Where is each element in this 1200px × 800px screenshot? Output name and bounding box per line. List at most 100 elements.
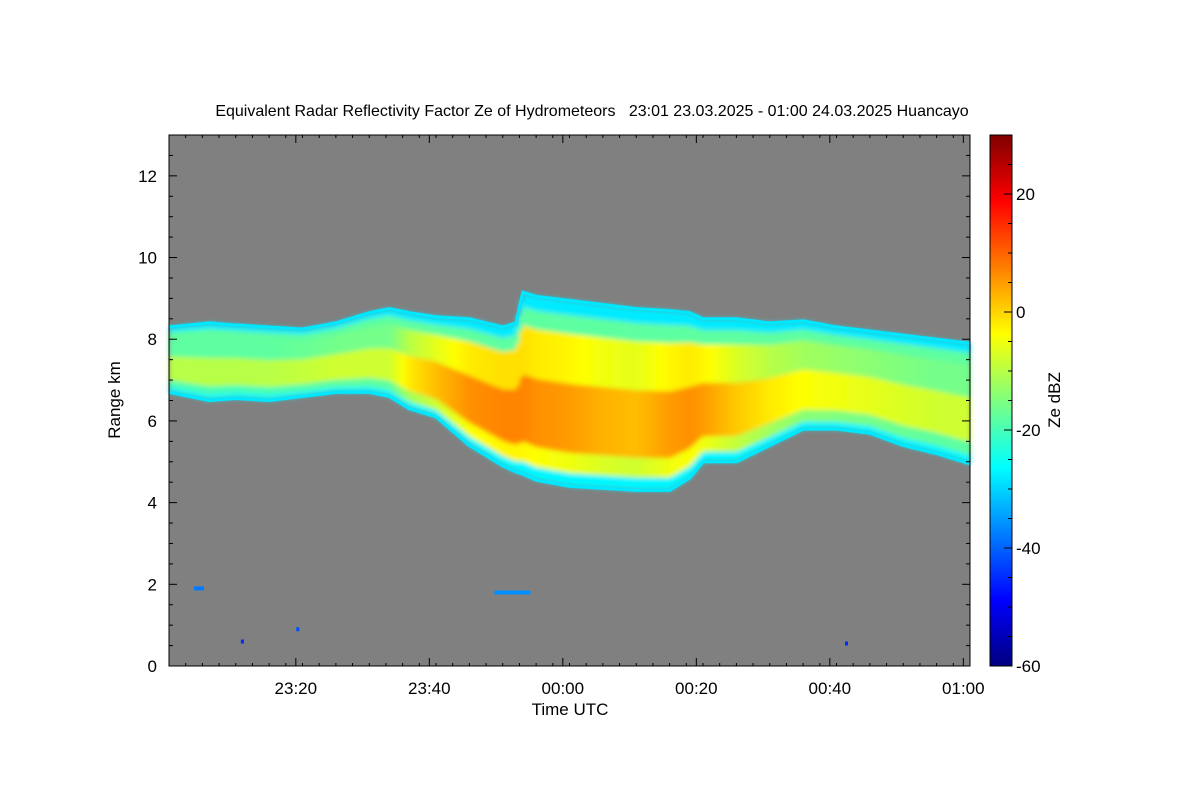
heatmap-cell — [209, 357, 213, 387]
colorbar-tick-label: 20 — [1016, 185, 1035, 204]
heatmap-cell — [369, 326, 374, 349]
heatmap-cell — [516, 343, 521, 386]
heatmap-cell — [879, 430, 884, 438]
heatmap-cell — [422, 395, 427, 407]
heatmap-cell — [646, 457, 651, 478]
heatmap-cell — [646, 309, 651, 324]
heatmap-cell — [689, 313, 694, 327]
heatmap-cell — [943, 448, 948, 457]
heatmap-cell — [335, 334, 340, 354]
heatmap-cell — [469, 342, 474, 377]
heatmap-cell — [906, 385, 911, 427]
heatmap-cell — [883, 380, 888, 420]
heatmap-cell — [209, 394, 213, 401]
heatmap-cell — [769, 436, 774, 445]
heatmap-cell — [402, 319, 407, 329]
heatmap-cell — [529, 444, 534, 466]
heatmap-cell — [929, 431, 934, 445]
heatmap-cell — [936, 339, 941, 349]
heatmap-cell — [859, 348, 864, 376]
heatmap-cell — [592, 454, 597, 475]
heatmap-cell — [279, 359, 284, 387]
heatmap-cell — [886, 420, 891, 433]
heatmap-cell — [699, 318, 704, 330]
x-axis: 23:20 23:40 00:00 00:20 00:40 01:00 — [168, 135, 985, 698]
heatmap-cell — [305, 391, 310, 396]
heatmap-cell — [939, 434, 944, 448]
heatmap-cell — [863, 330, 868, 339]
heatmap-cell — [856, 413, 861, 425]
heatmap-cell — [572, 384, 577, 454]
heatmap-cell — [849, 328, 854, 337]
heatmap-cell — [385, 324, 390, 349]
heatmap-cell — [299, 391, 304, 397]
heatmap-cell — [706, 383, 711, 437]
heatmap-cell — [803, 369, 808, 410]
x-axis-label: Time UTC — [532, 700, 609, 719]
heatmap-cell — [649, 323, 654, 343]
heatmap-cell — [699, 383, 704, 438]
heatmap-cell — [916, 441, 921, 450]
heatmap-cell — [719, 436, 724, 452]
heatmap-cell — [866, 330, 871, 340]
heatmap-cell — [863, 414, 868, 426]
heatmap-cell — [449, 409, 454, 422]
heatmap-cell — [753, 331, 757, 345]
heatmap-cell — [295, 392, 300, 398]
heatmap-cell — [205, 323, 210, 330]
heatmap-cell — [899, 384, 904, 426]
heatmap-cell — [676, 325, 681, 343]
heatmap-cell — [172, 381, 177, 389]
heatmap-cell — [539, 447, 544, 469]
heatmap-cell — [666, 324, 671, 343]
heatmap-cell — [629, 322, 634, 341]
heatmap-cell — [959, 395, 964, 440]
heatmap-cell — [412, 313, 417, 322]
heatmap-cell — [482, 381, 487, 431]
heatmap-cell — [612, 456, 617, 477]
heatmap-cell — [589, 454, 594, 475]
heatmap-cell — [669, 457, 674, 477]
heatmap-cell — [662, 342, 667, 392]
heatmap-cell — [793, 425, 798, 434]
heatmap-cell — [629, 389, 634, 458]
heatmap-cell — [389, 324, 394, 349]
heatmap-cell — [816, 410, 821, 422]
heatmap-cell — [352, 378, 357, 388]
heatmap-cell — [399, 397, 404, 404]
heatmap-cell — [249, 331, 254, 340]
heatmap-cell — [746, 320, 751, 332]
heatmap-cell — [536, 329, 541, 380]
heatmap-cell — [773, 421, 778, 435]
heatmap-cell — [442, 416, 447, 424]
heatmap-cell — [252, 331, 257, 340]
heatmap-cell — [639, 341, 644, 391]
heatmap-cell — [456, 318, 460, 328]
heatmap-cell — [192, 392, 197, 398]
heatmap-cell — [315, 357, 320, 383]
heatmap-cell — [569, 300, 574, 316]
heatmap-cell — [793, 330, 798, 342]
heatmap-cell — [182, 356, 187, 383]
y-tick-label: 0 — [148, 657, 157, 676]
heatmap-cell — [579, 385, 584, 454]
heatmap-cell — [839, 373, 844, 412]
heatmap-cell — [566, 452, 571, 473]
heatmap-cell — [823, 343, 828, 372]
heatmap-cell — [349, 318, 354, 325]
heatmap-cell — [786, 428, 791, 437]
heatmap-cell — [389, 381, 394, 392]
heatmap-cell — [696, 328, 701, 344]
heatmap-cell — [763, 425, 768, 440]
heatmap-cell — [723, 436, 727, 452]
heatmap-cell — [212, 394, 217, 401]
heatmap-cell — [479, 345, 484, 381]
heatmap-cell — [909, 427, 914, 440]
heatmap-cell — [843, 346, 848, 374]
heatmap-cell — [889, 382, 894, 422]
heatmap-cell — [773, 344, 778, 377]
heatmap-cell — [395, 317, 400, 327]
heatmap-cell — [472, 425, 477, 440]
heatmap-cell — [519, 442, 524, 462]
heatmap-cell — [385, 308, 390, 316]
